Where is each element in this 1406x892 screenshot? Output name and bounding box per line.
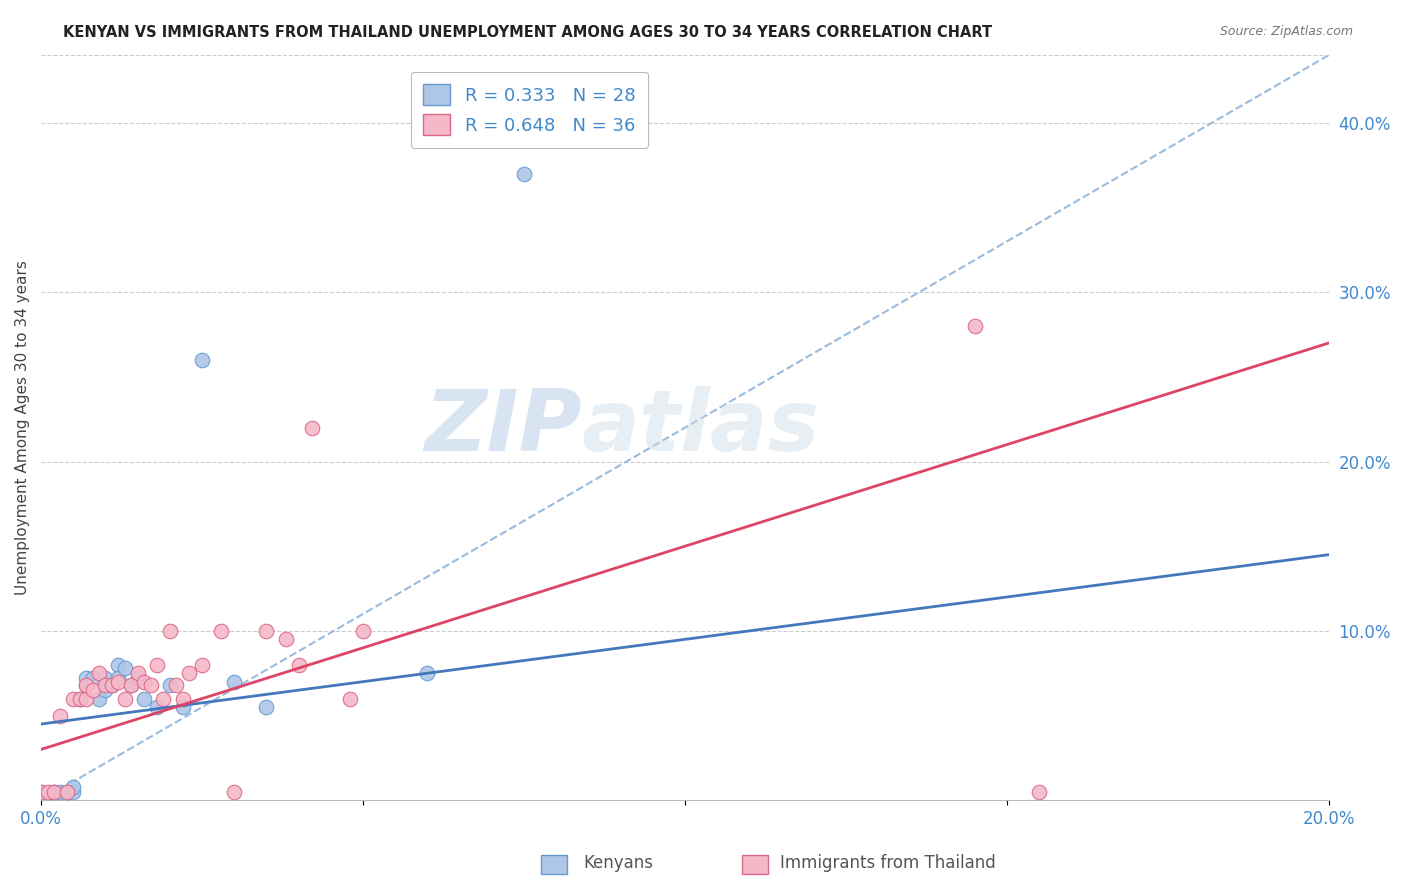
Point [256,624,278,638]
Point [75,691,97,706]
Y-axis label: Unemployment Among Ages 30 to 34 years: Unemployment Among Ages 30 to 34 years [15,260,30,595]
Point [56,785,79,799]
Point [301,420,323,434]
Point [49,708,72,723]
Point [107,671,129,685]
Text: Kenyans: Kenyans [583,855,654,872]
Point [87,691,110,706]
Text: KENYAN VS IMMIGRANTS FROM THAILAND UNEMPLOYMENT AMONG AGES 30 TO 34 YEARS CORREL: KENYAN VS IMMIGRANTS FROM THAILAND UNEMP… [63,25,993,40]
Point [127,671,149,685]
Point [94,678,117,692]
Point [963,319,986,334]
Point [82,683,104,698]
Point [172,691,194,706]
Point [94,671,117,685]
Point [152,691,174,706]
Point [159,624,181,638]
Point [56,785,79,799]
Point [191,353,214,368]
Point [42,785,65,799]
Point [114,661,136,675]
Point [62,785,84,799]
Text: atlas: atlas [582,386,820,469]
Point [62,780,84,794]
Point [224,785,246,799]
Point [120,678,142,692]
Point [75,678,97,692]
Point [101,678,124,692]
Point [62,691,84,706]
Point [49,785,72,799]
Point [352,624,374,638]
Legend: R = 0.333   N = 28, R = 0.648   N = 36: R = 0.333 N = 28, R = 0.648 N = 36 [411,71,648,148]
Point [75,671,97,685]
Point [165,678,187,692]
Point [159,678,181,692]
Point [224,674,246,689]
Point [30,785,52,799]
Point [69,691,91,706]
Point [339,691,361,706]
Point [274,632,297,647]
Point [42,785,65,799]
Point [114,691,136,706]
Point [139,678,162,692]
Point [37,785,59,799]
Point [75,678,97,692]
Text: ZIP: ZIP [425,386,582,469]
Point [209,624,232,638]
Point [256,700,278,714]
Point [101,678,124,692]
Point [120,678,142,692]
Point [416,666,439,681]
Point [94,683,117,698]
Point [287,657,309,672]
Text: Source: ZipAtlas.com: Source: ZipAtlas.com [1219,25,1353,38]
Point [179,666,201,681]
Point [146,700,169,714]
Point [134,674,156,689]
Point [172,700,194,714]
Point [82,671,104,685]
Point [1028,785,1050,799]
Text: Immigrants from Thailand: Immigrants from Thailand [780,855,995,872]
Point [127,666,149,681]
Point [146,657,169,672]
Point [134,691,156,706]
Point [513,167,536,181]
Point [30,785,52,799]
Point [107,657,129,672]
Point [69,691,91,706]
Point [107,674,129,689]
Point [87,666,110,681]
Point [191,657,214,672]
